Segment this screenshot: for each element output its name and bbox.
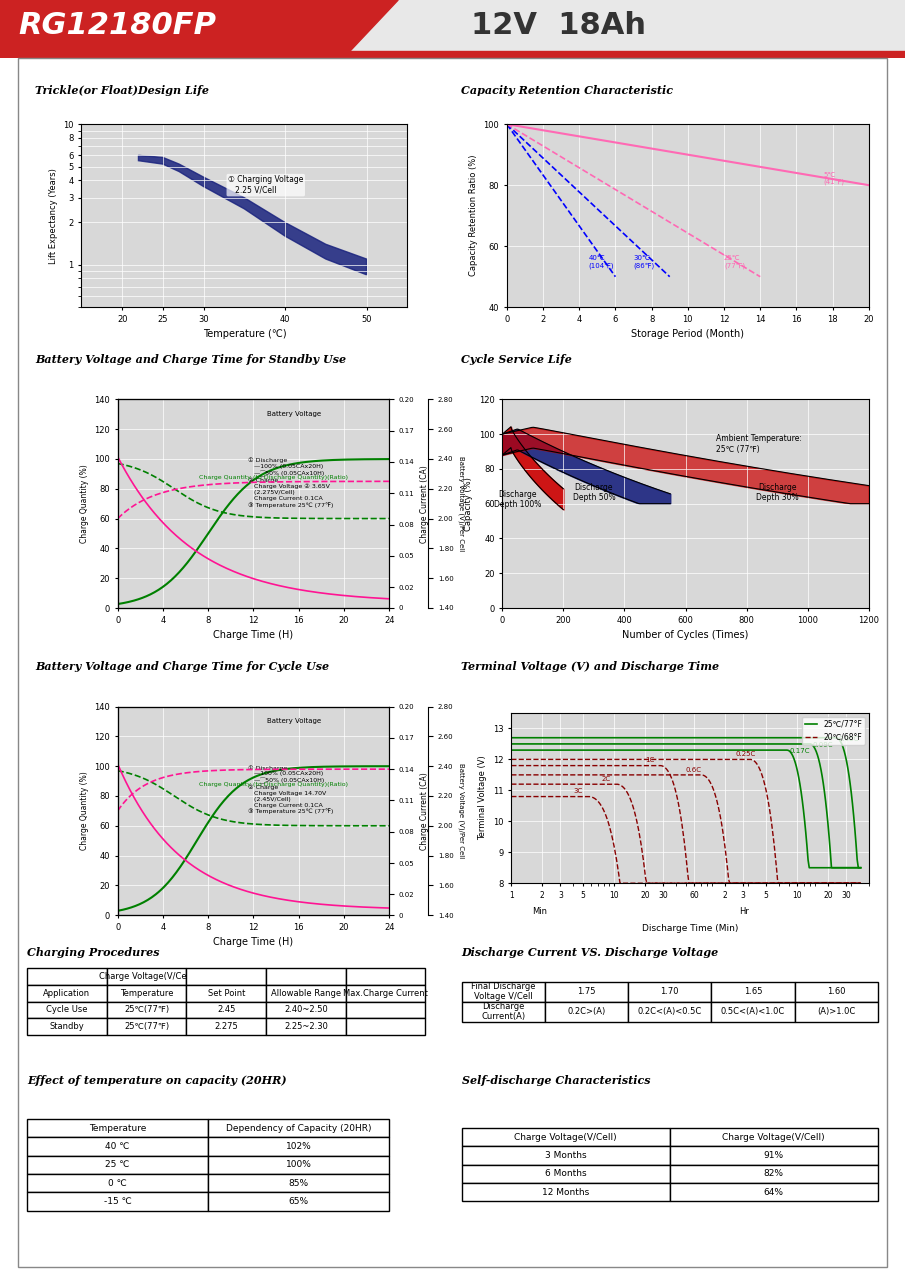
- Battery Voltage: [112, 511, 123, 526]
- X-axis label: Temperature (℃): Temperature (℃): [203, 329, 286, 339]
- Text: Discharge Time (Min): Discharge Time (Min): [642, 924, 738, 933]
- Battery Voltage: [129, 498, 139, 513]
- Text: Effect of temperature on capacity (20HR): Effect of temperature on capacity (20HR): [27, 1075, 287, 1087]
- Text: Discharge
Depth 100%: Discharge Depth 100%: [494, 490, 541, 509]
- Text: Discharge Current VS. Discharge Voltage: Discharge Current VS. Discharge Voltage: [462, 947, 719, 959]
- Text: Terminal Voltage (V) and Discharge Time: Terminal Voltage (V) and Discharge Time: [461, 662, 719, 672]
- Y-axis label: Terminal Voltage (V): Terminal Voltage (V): [479, 755, 488, 841]
- Text: 25℃
(77℉): 25℃ (77℉): [724, 256, 745, 269]
- Text: 1C: 1C: [645, 758, 654, 763]
- Text: RG12180FP: RG12180FP: [18, 12, 216, 41]
- Line: Battery Voltage: Battery Voltage: [118, 481, 389, 518]
- Y-axis label: Charge Current (CA): Charge Current (CA): [420, 465, 429, 543]
- Text: 0.09C: 0.09C: [813, 742, 833, 748]
- Text: Charging Procedures: Charging Procedures: [27, 947, 159, 959]
- Y-axis label: Capacity (%): Capacity (%): [464, 476, 473, 531]
- Text: 0.25C: 0.25C: [735, 751, 756, 758]
- Text: Charge Quantity (to Discharge Quantity)(Ratio): Charge Quantity (to Discharge Quantity)(…: [199, 475, 348, 480]
- Y-axis label: Capacity Retention Ratio (%): Capacity Retention Ratio (%): [469, 155, 478, 276]
- Text: 0.05C: 0.05C: [839, 736, 859, 742]
- Y-axis label: Lift Expectancy (Years): Lift Expectancy (Years): [49, 168, 58, 264]
- Text: Battery Voltage and Charge Time for Standby Use: Battery Voltage and Charge Time for Stan…: [35, 355, 346, 365]
- Text: 40℃
(104℉): 40℃ (104℉): [588, 256, 614, 269]
- Y-axis label: Battery Voltage (V)/Per Cell: Battery Voltage (V)/Per Cell: [458, 763, 464, 859]
- Text: Battery Voltage: Battery Voltage: [267, 411, 321, 417]
- Polygon shape: [344, 0, 905, 58]
- Polygon shape: [0, 0, 398, 58]
- Text: ① Discharge
   —100% (0.05CAx20H)
   —⁐50% (0.05CAx10H)
② Charge
   Charge Volta: ① Discharge —100% (0.05CAx20H) —⁐50% (0.…: [248, 765, 333, 814]
- Y-axis label: Charge Current (CA): Charge Current (CA): [420, 772, 429, 850]
- Text: Min: Min: [532, 906, 548, 916]
- Text: Discharge
Depth 50%: Discharge Depth 50%: [573, 483, 615, 502]
- Text: Capacity Retention Characteristic: Capacity Retention Characteristic: [461, 86, 673, 96]
- Polygon shape: [138, 155, 367, 275]
- Text: Hr: Hr: [738, 906, 748, 916]
- X-axis label: Storage Period (Month): Storage Period (Month): [632, 329, 744, 339]
- Y-axis label: Charge Quantity (%): Charge Quantity (%): [80, 465, 89, 543]
- Text: Trickle(or Float)Design Life: Trickle(or Float)Design Life: [35, 86, 209, 96]
- Text: Cycle Service Life: Cycle Service Life: [461, 355, 572, 365]
- Text: Battery Voltage and Charge Time for Cycle Use: Battery Voltage and Charge Time for Cycl…: [35, 662, 329, 672]
- Text: 5℃
(41℉): 5℃ (41℉): [824, 172, 844, 186]
- Battery Voltage: [163, 484, 174, 499]
- Text: ① Discharge
   —100% (0.05CAx20H)
   —⁐50% (0.05CAx10H)
② Charge
   Charge Volta: ① Discharge —100% (0.05CAx20H) —⁐50% (0.…: [248, 458, 333, 508]
- X-axis label: Charge Time (H): Charge Time (H): [214, 937, 293, 947]
- Text: 3C: 3C: [573, 788, 583, 795]
- Battery Voltage: [185, 479, 195, 494]
- Text: 30℃
(86℉): 30℃ (86℉): [634, 256, 654, 269]
- Battery Voltage: [360, 474, 371, 489]
- Text: Ambient Temperature:
25℃ (77℉): Ambient Temperature: 25℃ (77℉): [716, 434, 802, 453]
- Text: Self-discharge Characteristics: Self-discharge Characteristics: [462, 1075, 650, 1087]
- Text: ① Charging Voltage
   2.25 V/Cell: ① Charging Voltage 2.25 V/Cell: [228, 175, 303, 195]
- Y-axis label: Charge Quantity (%): Charge Quantity (%): [80, 772, 89, 850]
- Battery Voltage: [123, 502, 134, 517]
- Text: Charge Quantity (to Discharge Quantity)(Ratio): Charge Quantity (to Discharge Quantity)(…: [199, 782, 348, 787]
- Text: 0.6C: 0.6C: [686, 767, 702, 773]
- Y-axis label: Battery Voltage (V)/Per Cell: Battery Voltage (V)/Per Cell: [458, 456, 464, 552]
- Text: Battery Voltage: Battery Voltage: [267, 718, 321, 724]
- Text: 2C: 2C: [601, 776, 610, 782]
- Text: Discharge
Depth 30%: Discharge Depth 30%: [756, 483, 798, 502]
- Battery Voltage: [384, 474, 395, 489]
- Battery Voltage: [370, 474, 381, 489]
- Text: 12V  18Ah: 12V 18Ah: [471, 12, 645, 41]
- X-axis label: Number of Cycles (Times): Number of Cycles (Times): [623, 630, 748, 640]
- Legend: 25℃/77°F, 20℃/68°F: 25℃/77°F, 20℃/68°F: [803, 717, 865, 745]
- Text: 0.17C: 0.17C: [790, 749, 810, 754]
- Polygon shape: [0, 51, 905, 58]
- X-axis label: Charge Time (H): Charge Time (H): [214, 630, 293, 640]
